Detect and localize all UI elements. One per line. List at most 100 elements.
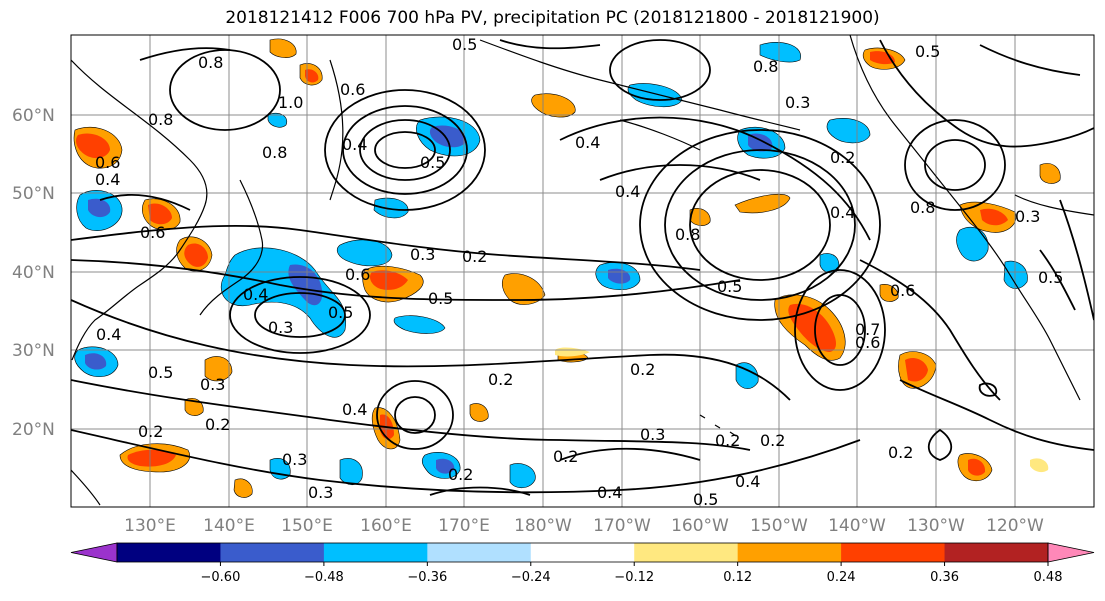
contour-label: 0.4 <box>830 203 855 222</box>
contour-label: 0.2 <box>888 443 913 462</box>
colorbar-tick-label: −0.12 <box>614 570 654 585</box>
lon-label: 170°W <box>593 516 651 536</box>
contour-label: 0.6 <box>855 333 880 352</box>
map-frame <box>70 34 1095 508</box>
contour-label: 0.2 <box>138 422 163 441</box>
contour-label: 0.5 <box>693 490 718 509</box>
contour-label: 0.5 <box>717 277 742 296</box>
colorbar-segment <box>944 543 1049 562</box>
map-title: 2018121412 F006 700 hPa PV, precipitatio… <box>225 8 880 28</box>
contour-label: 0.4 <box>575 133 600 152</box>
contour-label: 0.4 <box>96 325 121 344</box>
lat-label: 50°N <box>12 184 55 204</box>
contour-label: 0.7 <box>855 320 880 339</box>
contour-label: 0.2 <box>205 415 230 434</box>
contour-label: 0.2 <box>448 465 473 484</box>
colorbar-tick-label: 0.12 <box>723 570 752 585</box>
graticule <box>71 35 1094 507</box>
longitude-labels: 130°E 140°E 150°E 160°E 170°E 180°W 170°… <box>124 516 1044 536</box>
contour-label: 0.8 <box>262 143 287 162</box>
contour-label: 0.3 <box>282 450 307 469</box>
contour-label: 0.8 <box>910 198 935 217</box>
contour-label: 0.3 <box>268 318 293 337</box>
contour-label: 0.4 <box>735 472 760 491</box>
lat-label: 30°N <box>12 341 55 361</box>
colorbar-segment <box>323 543 428 562</box>
contour-label: 0.5 <box>452 35 477 54</box>
contour-label: 0.4 <box>95 170 120 189</box>
lon-label: 180°W <box>514 516 572 536</box>
contour-label: 0.2 <box>553 447 578 466</box>
coastlines <box>71 35 1094 506</box>
contour-label: 0.6 <box>140 223 165 242</box>
contour-label: 0.5 <box>328 303 353 322</box>
contour-label: 0.4 <box>243 285 268 304</box>
contour-label: 0.5 <box>1038 268 1063 287</box>
pv-contours <box>71 39 1094 496</box>
contour-label: 0.6 <box>340 80 365 99</box>
lon-label: 160°W <box>671 516 729 536</box>
colorbar-segment <box>117 543 221 562</box>
contour-label: 0.8 <box>198 53 223 72</box>
lat-label: 60°N <box>12 106 55 126</box>
colorbar-extend-min <box>70 542 118 563</box>
contour-label: 0.3 <box>640 425 665 444</box>
colorbar-extend-max <box>1047 542 1095 563</box>
contour-label: 0.4 <box>342 135 367 154</box>
lon-label: 170°E <box>438 516 490 536</box>
colorbar-tick-label: 0.24 <box>827 570 856 585</box>
contour-label: 0.8 <box>753 57 778 76</box>
contour-label: 0.2 <box>760 431 785 450</box>
contour-label: 0.6 <box>95 153 120 172</box>
latitude-labels: 60°N 50°N 40°N 30°N 20°N <box>12 106 55 440</box>
colorbar-segment <box>530 543 635 562</box>
contour-label: 0.5 <box>148 363 173 382</box>
contour-label: 0.3 <box>200 375 225 394</box>
colorbar-tick-label: −0.24 <box>511 570 551 585</box>
colorbar-segment <box>427 543 532 562</box>
colorbar-tick-label: 0.48 <box>1034 570 1063 585</box>
contour-label: 0.3 <box>410 245 435 264</box>
lon-label: 140°E <box>203 516 255 536</box>
lon-label: 160°E <box>360 516 412 536</box>
contour-label: 0.2 <box>462 247 487 266</box>
colorbar-segment <box>841 543 946 562</box>
contour-label: 0.3 <box>785 93 810 112</box>
lon-label: 150°W <box>750 516 808 536</box>
colorbar-segment <box>737 543 842 562</box>
contour-label: 0.2 <box>715 431 740 450</box>
contour-label: 0.5 <box>428 289 453 308</box>
contour-label: 0.3 <box>1015 207 1040 226</box>
contour-label: 0.4 <box>597 483 622 502</box>
contour-label: 0.4 <box>342 400 367 419</box>
contour-labels: 0.8 1.0 0.8 0.6 0.4 0.5 0.8 0.5 0.6 0.4 … <box>95 35 1063 509</box>
colorbar-border <box>116 542 1049 563</box>
contour-label: 0.3 <box>308 483 333 502</box>
lon-label: 150°E <box>281 516 333 536</box>
contour-label: 0.6 <box>890 281 915 300</box>
lon-label: 120°W <box>986 516 1044 536</box>
contour-label: 0.2 <box>830 148 855 167</box>
contour-label: 0.2 <box>630 360 655 379</box>
colorbar-tick-label: −0.36 <box>407 570 447 585</box>
contour-label: 0.4 <box>615 182 640 201</box>
map-background <box>71 35 1094 507</box>
contour-label: 1.0 <box>278 93 303 112</box>
colorbar: −0.60 −0.48 −0.36 −0.24 −0.12 0.12 0.24 0.36 0.4… <box>70 542 1095 585</box>
lon-label: 130°W <box>907 516 965 536</box>
colorbar-segment <box>220 543 325 562</box>
lat-label: 20°N <box>12 420 55 440</box>
contour-label: 0.8 <box>148 110 173 129</box>
contour-label: 0.2 <box>488 370 513 389</box>
colorbar-tick-label: −0.48 <box>304 570 344 585</box>
lat-label: 40°N <box>12 263 55 283</box>
contour-label: 0.5 <box>915 42 940 61</box>
colorbar-segment <box>634 543 739 562</box>
lon-label: 130°E <box>124 516 176 536</box>
contour-label: 0.5 <box>420 153 445 172</box>
contour-label: 0.6 <box>345 265 370 284</box>
contour-label: 0.8 <box>675 225 700 244</box>
colorbar-tick-label: −0.60 <box>201 570 241 585</box>
colorbar-tick-label: 0.36 <box>930 570 959 585</box>
